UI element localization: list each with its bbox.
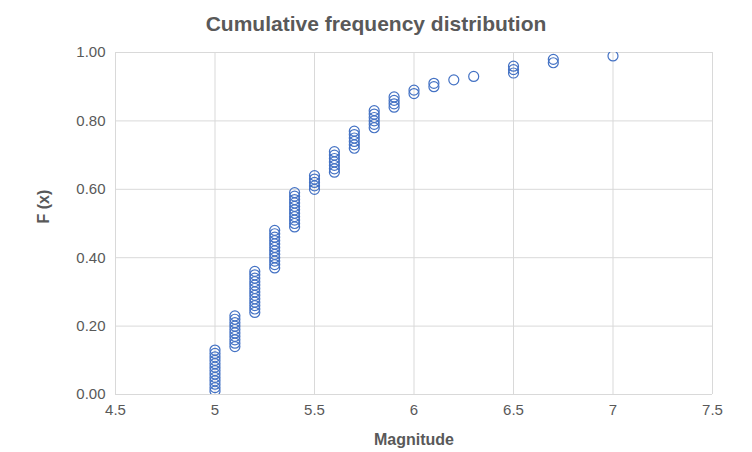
svg-text:0.40: 0.40 [76,249,105,266]
svg-text:7.5: 7.5 [702,401,723,418]
svg-text:0.80: 0.80 [76,112,105,129]
svg-text:1.00: 1.00 [76,44,105,60]
svg-text:7: 7 [609,401,617,418]
svg-text:4.5: 4.5 [105,401,126,418]
svg-text:6.5: 6.5 [503,401,524,418]
svg-text:Magnitude: Magnitude [374,431,454,448]
svg-text:F (x): F (x) [35,190,52,224]
html-text:Cumulative frequency distribut: Cumulative frequency distribution [205,12,547,35]
svg-text:5: 5 [211,401,219,418]
svg-text:0.60: 0.60 [76,180,105,197]
svg-text:6: 6 [410,401,418,418]
svg-text:0.00: 0.00 [76,385,105,402]
svg-text:5.5: 5.5 [304,401,325,418]
svg-text:0.20: 0.20 [76,317,105,334]
